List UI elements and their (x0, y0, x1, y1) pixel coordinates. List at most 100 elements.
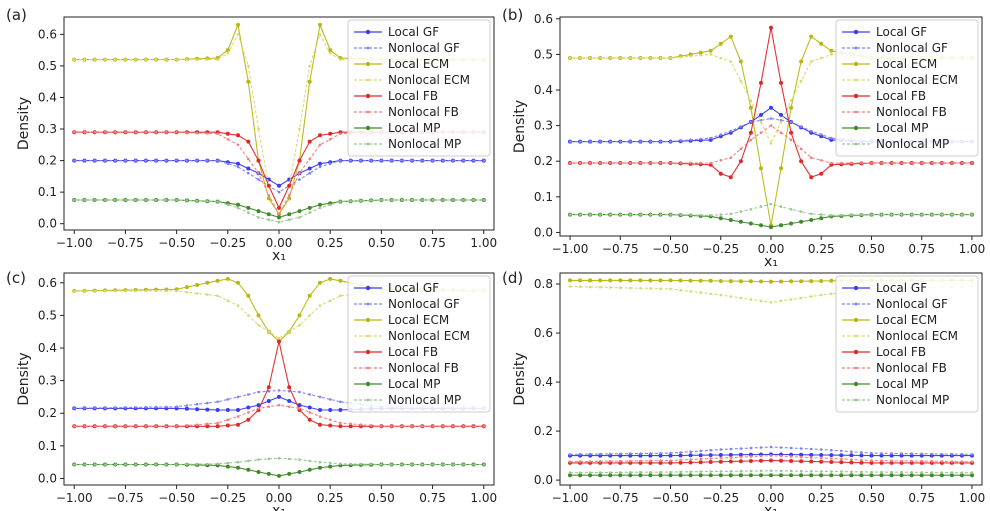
x-tick-label: −0.25 (209, 491, 246, 505)
data-point-local-gf (628, 453, 633, 458)
data-point-nonlocal-mp (608, 213, 612, 216)
y-axis-label: Density (16, 352, 32, 405)
data-point-nonlocal-ecm (709, 53, 712, 56)
data-point-nonlocal-mp (359, 199, 363, 203)
data-point-local-mp (919, 473, 924, 478)
legend-label-local-mp: Local MP (876, 121, 929, 135)
data-point-nonlocal-ecm (679, 288, 682, 292)
legend-marker-nonlocal-gf (854, 46, 858, 50)
data-point-nonlocal-mp (472, 198, 475, 202)
data-point-nonlocal-fb (659, 161, 662, 165)
data-point-nonlocal-ecm (598, 285, 602, 289)
data-point-nonlocal-fb (860, 458, 863, 462)
chart-panel-2: (b) −1.00 −0.75 −0.50 −0.25 0.00 0.25 0.50 0.75 1… (502, 6, 985, 270)
y-tick-label: 0.4 (534, 375, 553, 389)
data-point-nonlocal-gf (890, 452, 893, 455)
data-point-nonlocal-ecm (277, 336, 281, 340)
data-point-nonlocal-fb (369, 424, 373, 427)
y-axis-label: Density (512, 352, 528, 405)
data-point-nonlocal-fb (779, 454, 783, 458)
legend-label-local-gf: Local GF (876, 25, 927, 39)
data-point-nonlocal-fb (328, 418, 332, 422)
data-point-nonlocal-mp (144, 198, 148, 202)
chart-panel-1: (a) −1.00 −0.75 −0.50 −0.25 0.00 0.25 0.50 0.75 1… (6, 6, 497, 264)
data-point-local-ecm (748, 279, 753, 284)
data-point-local-mp (889, 473, 894, 478)
data-point-local-mp (256, 470, 261, 474)
data-point-local-gf (195, 407, 200, 412)
legend-marker-nonlocal-ecm (854, 334, 858, 338)
data-point-nonlocal-gf (165, 159, 168, 162)
data-point-local-mp (297, 470, 302, 474)
data-point-local-ecm (759, 279, 763, 284)
data-point-nonlocal-ecm (103, 58, 107, 61)
data-point-nonlocal-ecm (769, 142, 773, 145)
data-point-nonlocal-fb (134, 130, 137, 134)
data-point-nonlocal-fb (679, 161, 682, 165)
data-point-local-fb (789, 130, 794, 135)
data-point-local-ecm (266, 196, 271, 201)
data-point-nonlocal-mp (719, 213, 723, 216)
data-point-nonlocal-mp (154, 198, 158, 202)
legend-box (835, 19, 979, 157)
data-point-nonlocal-fb (970, 460, 974, 464)
data-point-nonlocal-fb (940, 161, 944, 165)
data-point-local-mp (819, 216, 824, 221)
data-point-nonlocal-ecm (298, 323, 301, 327)
data-point-local-mp (970, 473, 974, 478)
data-point-local-ecm (225, 276, 230, 281)
legend: Local GF Nonlocal GF Local ECM Nonlocal ECM… (347, 19, 491, 157)
data-point-nonlocal-fb (165, 130, 168, 134)
data-point-nonlocal-fb (298, 171, 301, 175)
data-point-local-mp (287, 212, 292, 217)
data-point-nonlocal-fb (619, 161, 622, 165)
data-point-nonlocal-mp (441, 198, 445, 202)
data-point-local-ecm (769, 279, 773, 284)
data-point-local-fb (287, 385, 292, 390)
data-point-local-gf (184, 406, 189, 411)
data-point-local-fb (225, 423, 230, 428)
legend-label-nonlocal-mp: Nonlocal MP (388, 393, 461, 407)
data-point-nonlocal-gf (578, 452, 582, 456)
legend-label-local-fb: Local FB (388, 345, 438, 359)
data-point-nonlocal-fb (699, 457, 702, 461)
data-point-nonlocal-gf (72, 407, 76, 410)
data-point-nonlocal-ecm (185, 58, 189, 61)
data-point-nonlocal-ecm (267, 330, 271, 334)
data-point-nonlocal-ecm (669, 287, 672, 291)
data-point-nonlocal-mp (410, 463, 414, 466)
data-point-local-fb (688, 460, 693, 465)
data-point-nonlocal-gf (830, 448, 833, 452)
data-point-nonlocal-gf (789, 446, 793, 450)
data-point-local-fb (728, 459, 733, 464)
legend-marker-nonlocal-mp (366, 398, 370, 402)
legend: Local GF Nonlocal GF Local ECM Nonlocal ECM… (835, 275, 979, 413)
data-point-nonlocal-gf (462, 159, 465, 162)
data-point-local-fb (318, 133, 322, 138)
y-tick-label: 0.3 (38, 122, 57, 136)
data-point-nonlocal-mp (83, 463, 86, 466)
data-point-nonlocal-ecm (236, 304, 240, 307)
data-point-local-gf (318, 161, 322, 166)
data-point-local-gf (338, 408, 343, 412)
data-point-nonlocal-ecm (819, 56, 823, 60)
data-point-nonlocal-mp (940, 213, 944, 216)
x-tick-label: −0.50 (652, 242, 689, 256)
data-point-nonlocal-mp (709, 214, 712, 217)
data-point-local-fb (277, 205, 281, 210)
data-point-nonlocal-ecm (568, 56, 572, 60)
data-point-local-mp (939, 473, 944, 478)
x-tick-label: 0.50 (858, 491, 885, 505)
data-point-nonlocal-gf (619, 452, 622, 456)
data-point-nonlocal-gf (226, 162, 230, 165)
data-point-nonlocal-mp (298, 458, 301, 461)
data-point-local-gf (688, 453, 693, 458)
data-point-nonlocal-fb (739, 147, 743, 151)
data-point-nonlocal-gf (769, 117, 773, 120)
data-point-nonlocal-ecm (93, 58, 96, 61)
data-point-local-mp (799, 219, 804, 224)
legend-marker-local-mp (365, 125, 371, 131)
data-point-nonlocal-fb (840, 161, 843, 165)
data-point-nonlocal-fb (318, 415, 322, 418)
data-point-nonlocal-ecm (175, 58, 178, 61)
